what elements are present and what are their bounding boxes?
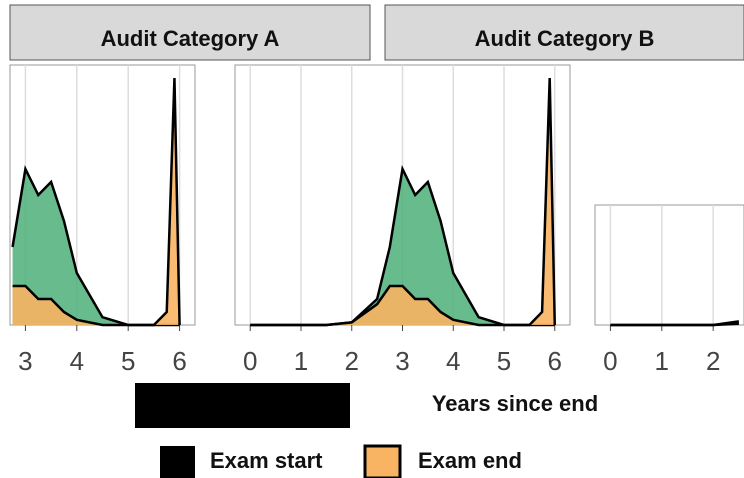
legend-swatch [363, 444, 402, 478]
panel-bg [594, 204, 744, 326]
x-tick-label: 1 [294, 346, 308, 376]
density-area [250, 169, 555, 325]
x-tick-label: 5 [121, 346, 135, 376]
density-area [12, 78, 180, 325]
x-tick-label: 5 [497, 346, 511, 376]
x-tick-label: 1 [655, 346, 669, 376]
facet-title: Audit Category B [475, 26, 655, 51]
density-line [250, 77, 557, 327]
x-tick-label: 3 [395, 346, 409, 376]
x-tick-label: 4 [70, 346, 84, 376]
facet-title: Audit Category A [101, 26, 280, 51]
x-axis-title: Years since end [432, 391, 598, 416]
redaction [135, 383, 350, 428]
x-tick-label: 6 [172, 346, 186, 376]
x-tick-label: 4 [446, 346, 460, 376]
legend-label: Exam end [418, 448, 522, 473]
x-tick-label: 3 [18, 346, 32, 376]
x-tick-label: 0 [243, 346, 257, 376]
x-tick-label: 0 [603, 346, 617, 376]
x-tick-label: 2 [345, 346, 359, 376]
strip [9, 4, 371, 61]
panels: Audit Category A 3 4 5 6 Audit Category B 0 1 2 3… [9, 4, 744, 376]
strip [384, 4, 744, 61]
legend-swatch [160, 446, 195, 478]
density-line [610, 322, 739, 327]
density-line [12, 77, 181, 327]
density-area [12, 169, 180, 325]
x-tick-label: 2 [706, 346, 720, 376]
x-tick-label: 6 [548, 346, 562, 376]
legend-label: Exam start [210, 448, 323, 473]
